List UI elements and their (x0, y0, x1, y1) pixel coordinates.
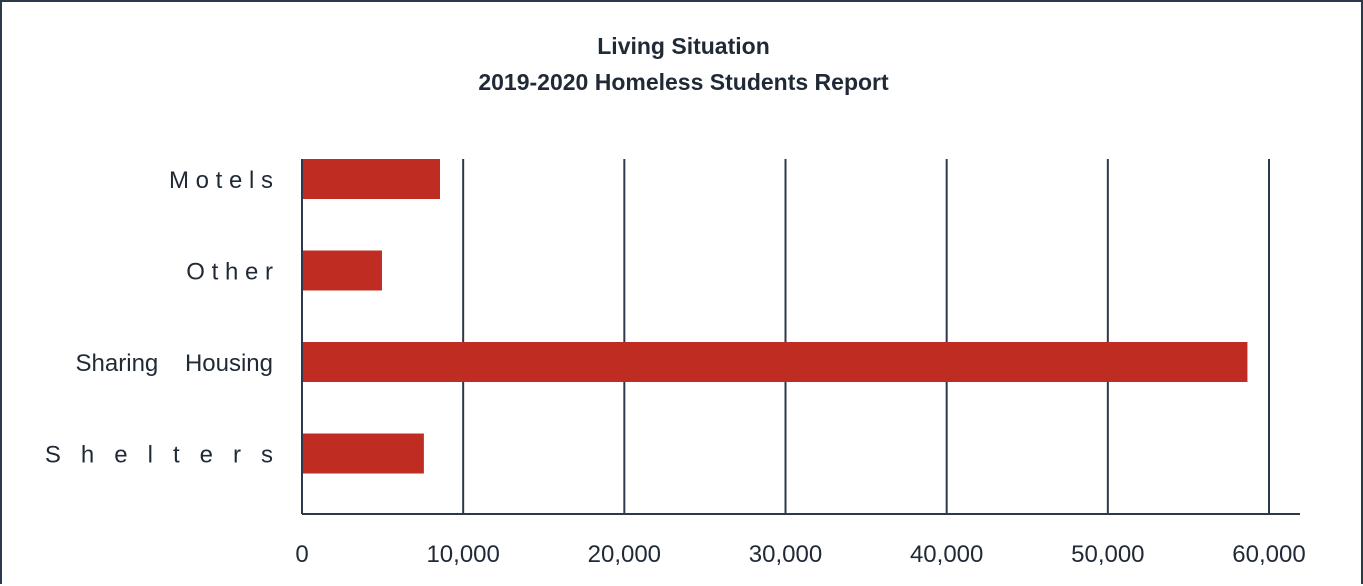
category-label: O t h e r (186, 259, 273, 286)
bar (303, 342, 1248, 382)
category-label: M o t e l s (169, 167, 273, 194)
bars (303, 159, 1248, 474)
chart-title: Living Situation (597, 33, 770, 59)
x-tick-label: 0 (295, 541, 308, 568)
chart-subtitle: 2019-2020 Homeless Students Report (478, 69, 889, 95)
bar (303, 159, 440, 199)
bar (303, 433, 424, 474)
x-tick-label: 40,000 (910, 541, 983, 568)
category-labels: M o t e l s O t h e r Sharing Housing S h e… (45, 167, 273, 469)
x-tick-label: 20,000 (588, 541, 661, 568)
category-label: S h e l t e r s (45, 442, 273, 469)
bar (303, 250, 382, 291)
x-tick-label: 50,000 (1071, 541, 1144, 568)
x-tick-label: 30,000 (749, 541, 822, 568)
category-label: Sharing Housing (76, 350, 273, 377)
gridlines (462, 159, 1270, 514)
axes (301, 159, 1300, 515)
x-tick-label: 10,000 (426, 541, 499, 568)
x-tick-label: 60,000 (1232, 541, 1305, 568)
x-tick-labels: 0 10,000 20,000 30,000 40,000 50,000 60,000 (295, 541, 1305, 568)
